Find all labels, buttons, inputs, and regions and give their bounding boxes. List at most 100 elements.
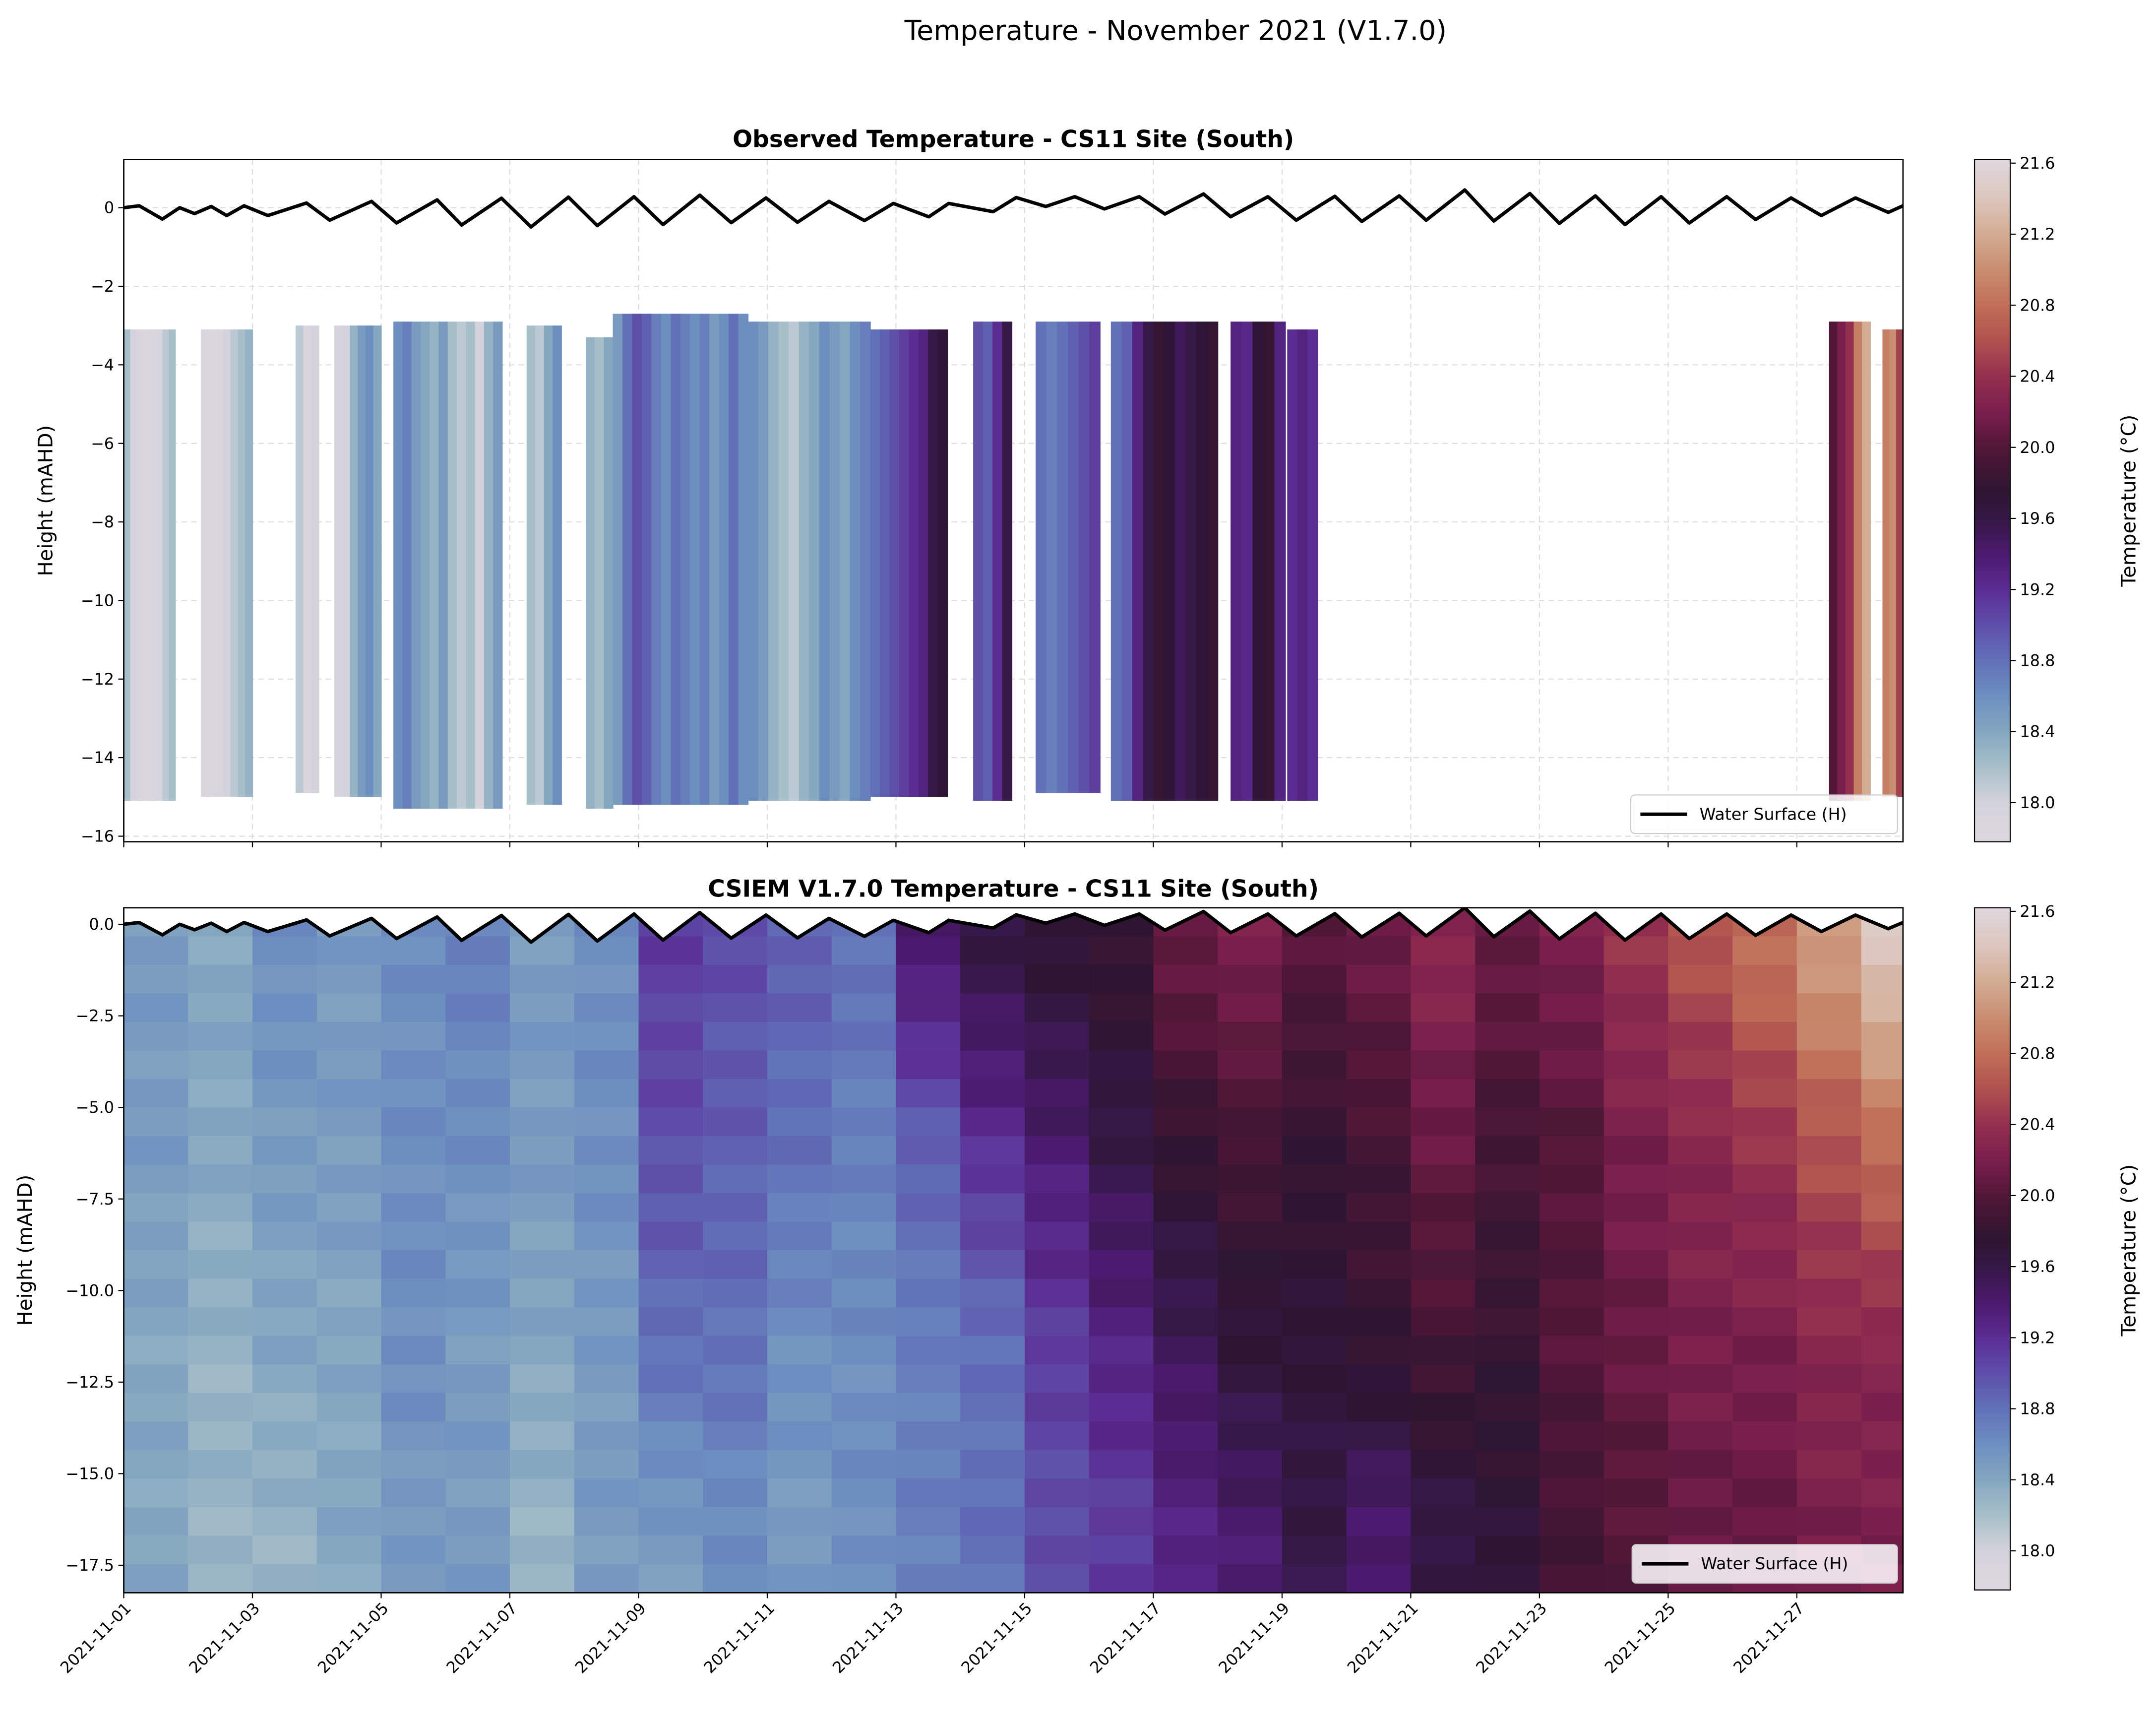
model-cell [1539,1364,1605,1394]
model-cell [1796,1336,1862,1365]
model-cell [1539,1107,1605,1137]
model-cell [123,1079,189,1108]
model-cell [638,1535,704,1565]
observed-cell [143,329,150,801]
model-cell [767,1221,833,1251]
model-cell [1861,1221,1903,1251]
model-cell [316,993,382,1023]
model-cell [831,1507,897,1536]
observed-cell [1067,321,1079,793]
y-tick-label: −17.5 [65,1556,114,1575]
model-cell [1153,1336,1219,1365]
observed-cell [553,325,562,805]
model-cell [188,1164,253,1194]
model-cell [1346,936,1412,966]
model-axes-frame [123,907,1904,1594]
observed-cell [799,321,810,801]
model-cell [1024,1164,1090,1194]
model-cell [1732,1393,1798,1422]
model-cell [574,1364,639,1394]
observed-cell [918,329,929,797]
observed-cell [420,321,431,809]
model-cell [896,1278,961,1308]
model-cell [1732,1164,1798,1194]
colorbar-tick-label: 19.6 [2020,509,2055,528]
model-cell [316,1221,382,1251]
model-title: CSIEM V1.7.0 Temperature - CS11 Site (So… [708,876,1319,903]
model-cell [123,1336,189,1365]
model-cell [123,1450,189,1479]
model-cell [1024,1421,1090,1451]
model-cell [1861,1364,1903,1394]
model-cell [1024,1393,1090,1422]
model-cell [896,1250,961,1279]
model-cell [1861,1079,1903,1108]
model-cell [896,1450,961,1479]
model-cell [1346,1307,1412,1337]
model-cell [316,1278,382,1308]
model-cell [252,1336,318,1365]
model-cell [1539,1050,1605,1080]
colorbar-tick-label: 20.4 [2020,1115,2055,1134]
model-cell [445,1107,511,1137]
model-cell [638,1564,704,1593]
colorbar-tick-label: 20.8 [2020,296,2055,315]
model-cell [1796,1107,1862,1137]
model-cell [831,1450,897,1479]
model-cell [1218,1450,1283,1479]
model-cell [703,1107,768,1137]
model-cell [960,1336,1026,1365]
model-cell [960,1450,1026,1479]
observed-cell [613,314,623,805]
model-cell [831,993,897,1023]
model-cell [1668,1450,1733,1479]
model-cell [1796,1364,1862,1394]
model-cell [767,993,833,1023]
model-cell [767,936,833,966]
model-cell [574,1107,639,1137]
model-cell [1153,1079,1219,1108]
model-cell [896,1136,961,1165]
observed-legend[interactable]: Water Surface (H) [1630,794,1898,834]
model-legend[interactable]: Water Surface (H) [1631,1544,1898,1584]
model-cell [1475,1307,1540,1337]
model-cell [1475,1278,1540,1308]
observed-cell [1078,321,1090,793]
model-cell [1024,1336,1090,1365]
observed-cell [1889,329,1897,797]
model-cell [1603,1250,1669,1279]
model-cell [1346,1021,1412,1051]
model-cell [574,1478,639,1508]
model-cell [703,993,768,1023]
model-cell [1539,1307,1605,1337]
model-cell [188,1507,253,1536]
colorbar-tick-label: 18.8 [2020,651,2055,670]
model-cell [896,1050,961,1080]
model-cell [1603,1050,1669,1080]
model-cell [1346,1079,1412,1108]
model-cell [1024,1193,1090,1222]
model-cell [1218,1421,1283,1451]
model-cell [1668,1221,1733,1251]
model-cell [1218,1250,1283,1279]
model-cell [1218,1564,1283,1593]
model-cell [188,1307,253,1337]
observed-cell [1853,321,1863,801]
model-cell [703,1250,768,1279]
model-cell [960,1079,1026,1108]
model-cell [1024,993,1090,1023]
model-cell [1346,1421,1412,1451]
model-cell [638,1307,704,1337]
model-cell [638,1193,704,1222]
model-cell [1475,1507,1540,1536]
model-cell [316,1250,382,1279]
model-cell [316,1450,382,1479]
model-cell [703,1450,768,1479]
model-cell [1732,1450,1798,1479]
observed-cell [709,314,720,805]
colorbar-model-label: Temperature (°C) [2117,1164,2140,1337]
observed-cell [208,329,216,797]
model-cell [1539,1136,1605,1165]
model-cell [1282,1564,1348,1593]
model-cell [123,1193,189,1222]
